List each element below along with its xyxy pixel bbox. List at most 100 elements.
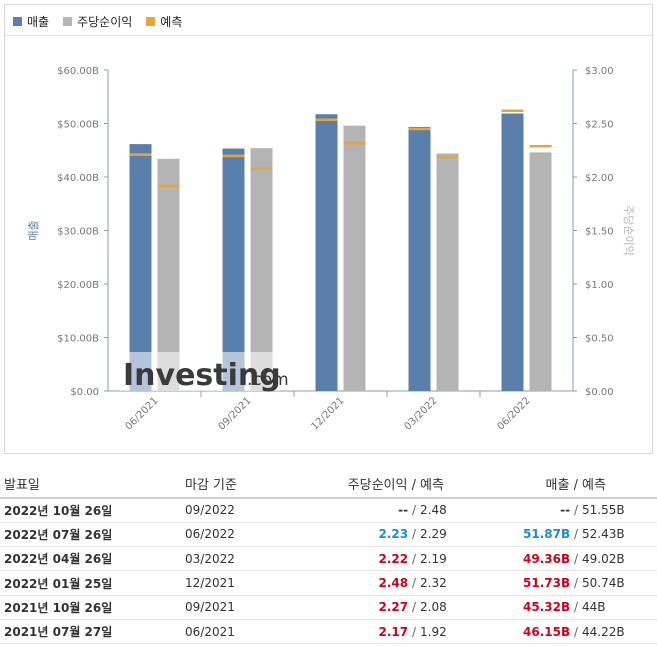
legend-item-forecast[interactable]: 예측 [146,11,182,31]
table-header-row: 발표일 마감 기준 주당순이익 / 예측 매출 / 예측 [0,470,657,499]
revenue-bar[interactable] [315,114,338,391]
legend-item-revenue[interactable]: 매출 [13,11,49,31]
header-period[interactable]: 마감 기준 [185,470,310,499]
revenue-bar[interactable] [501,113,524,392]
left-axis-title: 매출 [27,220,40,240]
right-tick-label: $3.00 [585,66,614,77]
cell-revenue: 49.36B / [480,546,582,572]
left-tick-label: $50.00B [57,120,99,131]
cell-period: 06/2022 [185,522,310,548]
cell-revenue-value: 49.36B [523,551,571,566]
cell-eps-value: -- [398,503,409,518]
eps-forecast-marker [436,155,459,159]
revenue-bar[interactable] [129,144,152,391]
cell-revenue: 51.73B / [480,570,582,596]
watermark-suffix: .com [247,370,289,390]
revenue-forecast-marker [315,118,338,122]
legend-swatch-forecast [146,16,156,26]
cell-revenue-value: 51.87B [523,527,571,542]
legend-swatch-revenue [13,16,22,26]
cell-eps-forecast: 1.92 [420,619,480,645]
header-eps-forecast[interactable]: 예측 [420,470,480,499]
left-tick-label: $0.00 [70,387,99,398]
eps-bar[interactable] [343,125,366,391]
header-revenue-forecast[interactable]: 예측 [582,470,657,499]
cell-eps-value: 2.17 [378,624,409,639]
cell-revenue-slash: / [573,624,578,639]
watermark-logo: Investing [123,358,281,393]
eps-forecast-marker [157,184,180,188]
eps-bar[interactable] [436,153,459,391]
revenue-forecast-marker [408,127,431,131]
right-tick-label: $0.00 [585,387,614,398]
cell-revenue-value: -- [560,503,571,518]
x-tick-label: 06/2022 [495,395,532,432]
cell-date: 2022년 04월 26일 [0,546,185,572]
table-row: 2022년 10월 26일 09/2022 -- /2.48 -- /51.55B [0,498,657,523]
cell-eps-forecast: 2.29 [420,522,480,548]
header-revenue[interactable]: 매출 / [480,470,582,499]
cell-eps: 2.48 / [310,570,420,596]
legend-label-revenue: 매출 [27,14,50,29]
cell-revenue: -- / [480,498,582,523]
cell-eps: 2.23 / [310,522,420,548]
cell-eps-forecast: 2.48 [420,498,480,523]
cell-date: 2022년 07월 26일 [0,522,185,548]
legend-item-eps[interactable]: 주당순이익 [63,11,132,31]
x-tick-label: 06/2021 [123,395,160,432]
header-revenue-label: 매출 [545,478,570,493]
cell-eps: 2.22 / [310,546,420,572]
cell-eps-forecast: 2.32 [420,570,480,596]
cell-revenue-value: 46.15B [523,624,571,639]
eps-forecast-marker [343,141,366,145]
cell-period: 09/2022 [185,498,310,523]
cell-eps-value: 2.23 [378,527,409,542]
eps-bar[interactable] [529,152,552,391]
right-tick-label: $1.00 [585,280,614,291]
chart-legend: 매출 주당순이익 예측 [13,11,182,31]
revenue-bar[interactable] [222,148,245,391]
eps-bar[interactable] [157,158,180,391]
left-tick-label: $60.00B [57,66,99,77]
header-date[interactable]: 발표일 [0,470,185,499]
legend-swatch-eps [63,16,73,26]
table-row: 2021년 07월 27일 06/2021 2.17 /1.92 46.15B /44… [0,619,657,645]
cell-eps: 2.17 / [310,619,420,645]
x-tick-label: 09/2021 [216,395,253,432]
right-tick-label: $1.50 [585,227,614,238]
revenue-forecast-marker [222,154,245,158]
table-row: 2022년 01월 25일 12/2021 2.48 /2.32 51.73B /50… [0,570,657,596]
legend-divider [5,35,652,36]
right-tick-label: $2.50 [585,120,614,131]
cell-revenue-forecast: 44.22B [582,619,657,645]
cell-date: 2022년 01월 25일 [0,570,185,596]
cell-revenue-slash: / [573,576,578,591]
header-eps[interactable]: 주당순이익 / [310,470,420,499]
cell-period: 12/2021 [185,570,310,596]
cell-date: 2021년 10월 26일 [0,595,185,620]
chart-canvas: $0.00 $10.00B $20.00B $30.00B $40.00B $50.00B… [27,66,635,432]
revenue-bar[interactable] [408,126,431,391]
cell-revenue-forecast: 51.55B [582,498,657,523]
header-eps-label: 주당순이익 [347,478,408,493]
cell-period: 03/2022 [185,546,310,572]
cell-eps-slash: / [411,624,416,639]
legend-label-eps: 주당순이익 [77,14,133,29]
cell-date: 2022년 10월 26일 [0,498,185,523]
earnings-chart-panel: 매출 주당순이익 예측 $0.00 $10.00B $20.00B $30.00B $4… [4,4,653,454]
legend-label-forecast: 예측 [160,14,183,29]
cell-revenue-slash: / [573,551,578,566]
x-tick-label: 12/2021 [309,395,346,432]
cell-revenue-slash: / [573,600,578,615]
cell-revenue-slash: / [573,527,578,542]
cell-eps-forecast: 2.19 [420,546,480,572]
cell-eps-value: 2.48 [378,576,409,591]
revenue-forecast-marker [501,109,524,112]
cell-eps-forecast: 2.08 [420,595,480,620]
left-tick-label: $40.00B [57,173,99,184]
right-tick-label: $0.50 [585,334,614,345]
eps-bar[interactable] [250,148,273,391]
header-eps-slash: / [411,478,416,493]
cell-period: 09/2021 [185,595,310,620]
earnings-table: 발표일 마감 기준 주당순이익 / 예측 매출 / 예측 2022년 10월 2… [0,470,657,645]
